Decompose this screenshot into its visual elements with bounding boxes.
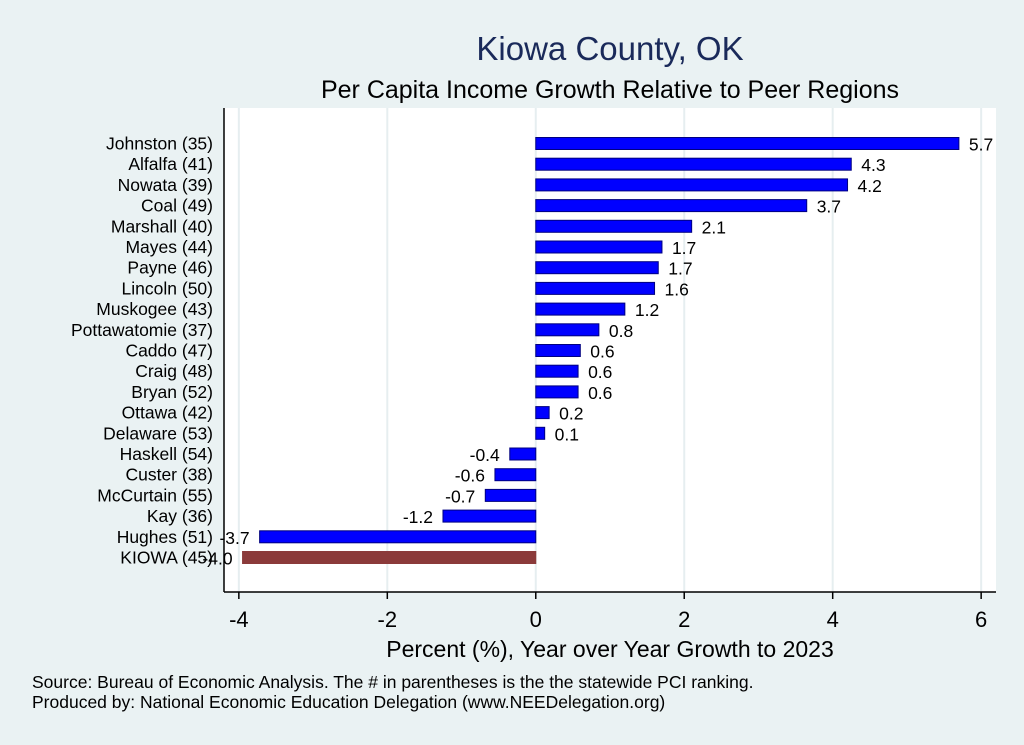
- data-label: 4.3: [861, 155, 885, 175]
- data-label: -0.7: [445, 486, 475, 506]
- data-label: -4.0: [202, 549, 232, 569]
- bar: [535, 426, 546, 440]
- bar: [494, 468, 537, 482]
- data-label: -0.6: [455, 466, 485, 486]
- category-label: Ottawa (42): [122, 403, 213, 423]
- bar: [535, 406, 550, 420]
- data-label: 0.8: [609, 321, 633, 341]
- category-label: Pottawatomie (37): [71, 320, 213, 340]
- category-label: McCurtain (55): [97, 485, 213, 505]
- x-tick-label: -4: [229, 607, 249, 632]
- bar: [535, 385, 579, 399]
- chart-title: Kiowa County, OK: [476, 30, 743, 67]
- category-label: KIOWA (45): [120, 548, 213, 568]
- bar: [535, 157, 852, 171]
- data-label: 1.6: [665, 279, 689, 299]
- data-label: 1.2: [635, 300, 659, 320]
- bar: [259, 530, 537, 544]
- bar: [535, 261, 659, 275]
- x-tick-label: 6: [975, 607, 987, 632]
- data-label: 0.6: [588, 383, 612, 403]
- bar: [484, 488, 537, 502]
- bar: [535, 281, 656, 295]
- data-label: 0.6: [588, 362, 612, 382]
- x-tick-label: 4: [827, 607, 839, 632]
- bar: [535, 137, 960, 150]
- bar: [535, 240, 663, 254]
- x-axis-label: Percent (%), Year over Year Growth to 20…: [386, 636, 834, 662]
- x-ticks: -4 -2 0 2 4 6: [229, 592, 987, 632]
- data-label: 1.7: [672, 238, 696, 258]
- category-label: Lincoln (50): [122, 278, 213, 298]
- x-tick-label: 2: [678, 607, 690, 632]
- data-label: 0.6: [590, 342, 614, 362]
- data-label: -1.2: [403, 507, 433, 527]
- bar: [535, 302, 626, 316]
- category-label: Haskell (54): [120, 444, 213, 464]
- chart-subtitle: Per Capita Income Growth Relative to Pee…: [321, 76, 899, 104]
- data-label: 3.7: [817, 197, 841, 217]
- category-label: Kay (36): [147, 506, 213, 526]
- bar: [535, 199, 808, 213]
- category-label: Payne (46): [127, 258, 213, 278]
- data-label: 2.1: [702, 217, 726, 237]
- category-label: Coal (49): [141, 196, 213, 216]
- category-label: Mayes (44): [125, 237, 213, 257]
- data-label: 0.1: [555, 424, 579, 444]
- bar: [442, 509, 537, 523]
- data-label: -3.7: [219, 528, 249, 548]
- category-label: Hughes (51): [117, 527, 213, 547]
- category-label: Johnston (35): [106, 134, 213, 154]
- category-label: Custer (38): [125, 465, 213, 485]
- data-label: 1.7: [668, 259, 692, 279]
- bar: [535, 344, 581, 357]
- category-label: Delaware (53): [103, 423, 213, 443]
- bar: [535, 178, 849, 192]
- bar: [509, 447, 537, 461]
- category-label: Caddo (47): [125, 341, 213, 361]
- bar: [535, 323, 600, 337]
- bar: [535, 219, 693, 233]
- data-label: 5.7: [969, 135, 993, 155]
- category-label: Craig (48): [135, 361, 213, 381]
- data-label: 0.2: [559, 404, 583, 424]
- produced-by-note: Produced by: National Economic Education…: [32, 692, 666, 712]
- source-note: Source: Bureau of Economic Analysis. The…: [32, 672, 754, 692]
- category-label: Alfalfa (41): [128, 154, 213, 174]
- category-label: Marshall (40): [111, 216, 213, 236]
- category-label: Muskogee (43): [96, 299, 213, 319]
- category-label: Nowata (39): [118, 175, 213, 195]
- bars: Johnston (35) 5.7 Alfalfa (41) 4.3 Nowata (3…: [71, 134, 993, 569]
- bar: [535, 364, 579, 378]
- bar-highlight: [242, 551, 537, 564]
- data-label: -0.4: [470, 445, 500, 465]
- x-tick-label: -2: [378, 607, 398, 632]
- category-label: Bryan (52): [131, 382, 213, 402]
- data-label: 4.2: [858, 176, 882, 196]
- x-tick-label: 0: [530, 607, 542, 632]
